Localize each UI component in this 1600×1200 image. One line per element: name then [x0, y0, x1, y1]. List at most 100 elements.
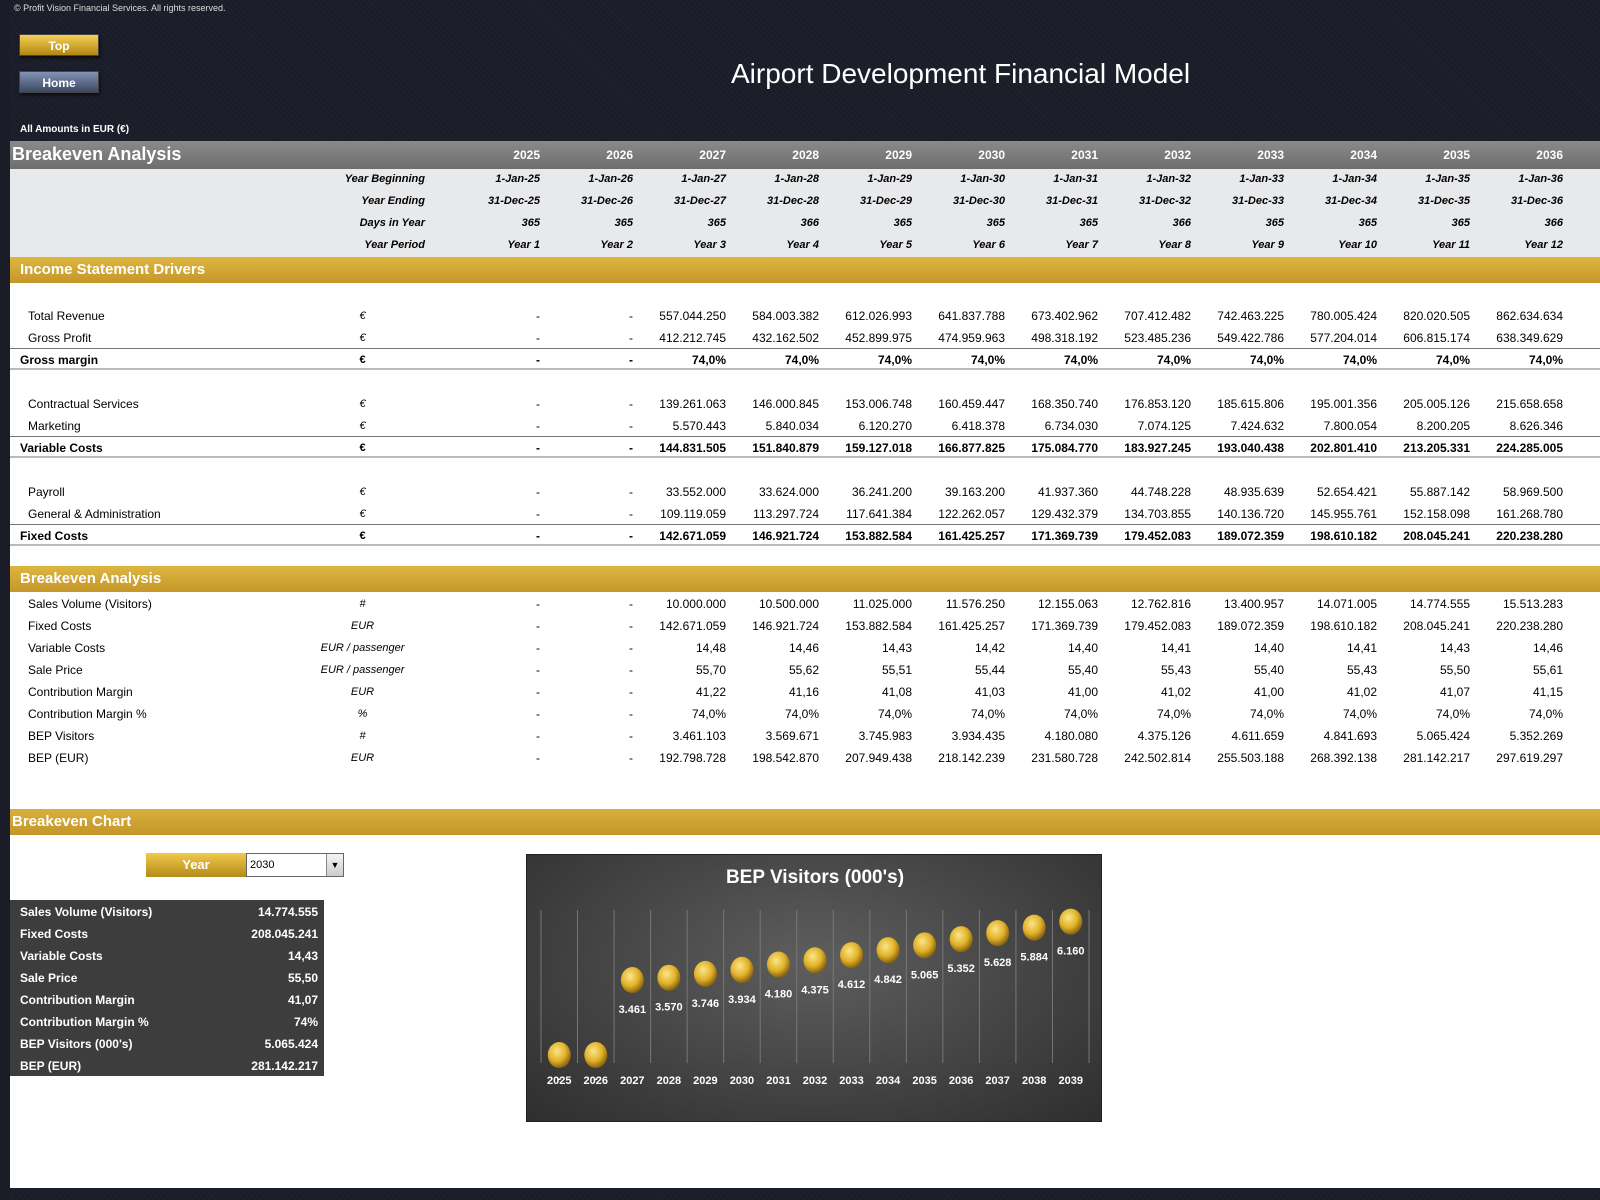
data-label: 3.746 — [692, 998, 720, 1010]
table-cell: - — [536, 485, 540, 499]
table-cell: - — [629, 619, 633, 633]
table-cell: 41,07 — [1439, 685, 1470, 699]
row-unit: € — [359, 332, 366, 344]
table-cell: - — [629, 441, 633, 455]
summary-value: 14.774.555 — [257, 905, 318, 919]
summary-label: Contribution Margin — [20, 993, 135, 1007]
row-unit: EUR / passenger — [320, 664, 405, 676]
x-tick-label: 2035 — [912, 1075, 936, 1087]
data-label: 5.628 — [984, 957, 1012, 969]
table-cell: 6.418.378 — [951, 419, 1005, 433]
table-row: Gross margin € - - 74,0% 74,0% 74,0% 74,0% 74,0%… — [10, 348, 1600, 370]
table-cell: 55,62 — [788, 663, 819, 677]
header-year: 2031 — [1071, 148, 1098, 162]
summary-value: 5.065.424 — [264, 1037, 318, 1051]
table-cell: 14,41 — [1160, 641, 1191, 655]
bep-chart-svg: -2025 -20263.46120273.57020283.74620293.9… — [540, 908, 1090, 1087]
top-button[interactable]: Top — [19, 34, 99, 56]
table-cell: 55,70 — [695, 663, 726, 677]
table-cell: 74,0% — [1249, 353, 1284, 367]
table-cell: 55,40 — [1067, 663, 1098, 677]
table-cell: 74,0% — [1249, 707, 1284, 721]
date-cell-begin: 1-Jan-36 — [1518, 173, 1563, 185]
header-year: 2033 — [1257, 148, 1284, 162]
copyright-text: © Profit Vision Financial Services. All … — [14, 3, 226, 13]
table-row: Payroll € - - 33.552.000 33.624.000 36.241.200… — [10, 481, 1600, 503]
table-cell: 74,0% — [1528, 353, 1563, 367]
data-point — [547, 1042, 571, 1068]
table-cell: 215.658.658 — [1496, 397, 1563, 411]
table-cell: 612.026.993 — [845, 309, 912, 323]
chart-section-title: Breakeven Chart — [12, 813, 132, 830]
table-cell: 41,08 — [881, 685, 912, 699]
table-cell: 498.318.192 — [1031, 331, 1098, 345]
date-cell-days: 365 — [986, 217, 1005, 229]
table-cell: 14,48 — [695, 641, 726, 655]
date-cell-days: 365 — [1265, 217, 1284, 229]
date-cell-begin: 1-Jan-34 — [1332, 173, 1377, 185]
table-cell: - — [629, 663, 633, 677]
table-cell: 74,0% — [1063, 353, 1098, 367]
table-cell: 160.459.447 — [938, 397, 1005, 411]
table-cell: 577.204.014 — [1310, 331, 1377, 345]
row-label: General & Administration — [28, 507, 161, 521]
table-cell: 41,02 — [1160, 685, 1191, 699]
table-cell: 55.887.142 — [1409, 485, 1470, 499]
table-cell: 183.927.245 — [1124, 441, 1191, 455]
table-cell: 10.000.000 — [665, 597, 726, 611]
table-cell: 742.463.225 — [1217, 309, 1284, 323]
data-label: 4.612 — [838, 979, 866, 991]
table-row: Variable Costs EUR / passenger - - 14,48 14,4… — [10, 637, 1600, 659]
table-cell: 55,43 — [1346, 663, 1377, 677]
table-cell: 7.074.125 — [1137, 419, 1191, 433]
data-label: 5.352 — [947, 963, 975, 975]
date-cell-begin: 1-Jan-35 — [1425, 173, 1470, 185]
data-label: 6.160 — [1057, 946, 1085, 958]
table-row: Fixed Costs € - - 142.671.059 146.921.724 153.… — [10, 524, 1600, 546]
date-cell-days: 365 — [614, 217, 633, 229]
table-cell: 55,61 — [1532, 663, 1563, 677]
table-cell: 41,22 — [695, 685, 726, 699]
table-cell: 74,0% — [970, 707, 1005, 721]
summary-value: 14,43 — [287, 949, 318, 963]
summary-value: 281.142.217 — [251, 1059, 318, 1073]
table-cell: 707.412.482 — [1124, 309, 1191, 323]
header-year: 2032 — [1164, 148, 1191, 162]
chevron-down-icon[interactable]: ▼ — [326, 854, 343, 876]
date-cell-end: 31-Dec-32 — [1139, 195, 1191, 207]
year-select[interactable]: 2030 ▼ — [246, 853, 344, 877]
date-cell-days: 365 — [707, 217, 726, 229]
row-label: Fixed Costs — [28, 619, 92, 633]
table-cell: 55,43 — [1160, 663, 1191, 677]
table-cell: 14,43 — [1439, 641, 1470, 655]
income-section-header: Income Statement Drivers — [10, 257, 1600, 283]
table-cell: 205.005.126 — [1403, 397, 1470, 411]
table-cell: 74,0% — [1156, 707, 1191, 721]
date-cell-period: Year 7 — [1065, 239, 1098, 251]
x-tick-label: 2034 — [876, 1075, 901, 1087]
data-label: 4.375 — [801, 984, 829, 996]
home-button[interactable]: Home — [19, 71, 99, 93]
data-point — [803, 947, 827, 974]
date-cell-end: 31-Dec-27 — [674, 195, 726, 207]
date-cell-days: 366 — [1172, 217, 1191, 229]
table-cell: 74,0% — [784, 707, 819, 721]
table-cell: - — [629, 729, 633, 743]
table-cell: 218.142.239 — [938, 751, 1005, 765]
x-tick-label: 2032 — [803, 1075, 827, 1087]
table-cell: 268.392.138 — [1310, 751, 1377, 765]
summary-row: Sale Price 55,50 — [10, 966, 324, 988]
table-cell: 15.513.283 — [1502, 597, 1563, 611]
date-cell-period: Year 5 — [879, 239, 912, 251]
year-period-label: Year Period — [364, 239, 425, 251]
x-tick-label: 2027 — [620, 1075, 644, 1087]
x-tick-label: 2033 — [839, 1075, 863, 1087]
summary-label: Contribution Margin % — [20, 1015, 149, 1029]
table-cell: - — [629, 397, 633, 411]
table-cell: 5.840.034 — [765, 419, 819, 433]
table-cell: 14,46 — [788, 641, 819, 655]
date-cell-begin: 1-Jan-28 — [774, 173, 819, 185]
date-cell-end: 31-Dec-26 — [581, 195, 633, 207]
table-cell: 14,40 — [1253, 641, 1284, 655]
table-cell: 8.626.346 — [1509, 419, 1563, 433]
